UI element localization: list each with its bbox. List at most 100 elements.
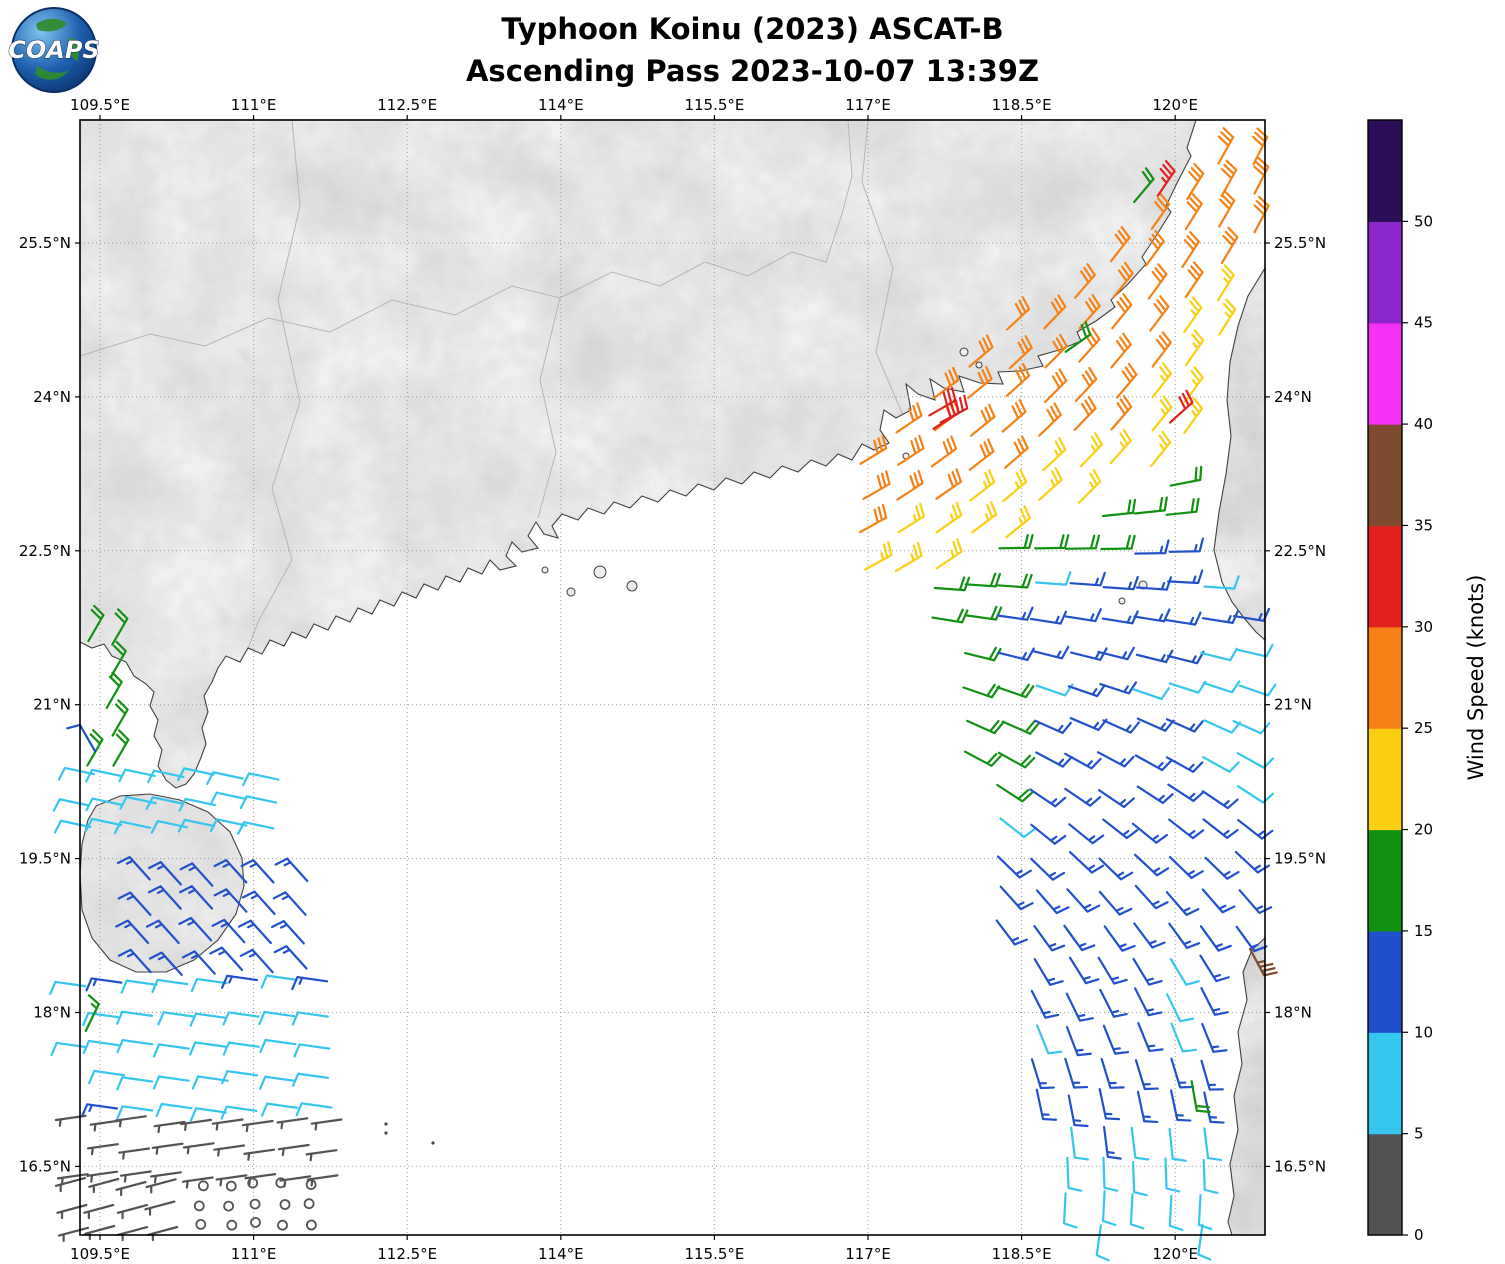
wind-barb [211,918,246,944]
wind-barb [277,1143,310,1157]
wind-barb [1112,261,1134,298]
wind-barb [999,885,1034,911]
wind-barb [1073,396,1097,431]
wind-barb [1203,1127,1223,1162]
wind-barb [1030,989,1060,1019]
wind-barb [189,1012,227,1027]
colorbar-tick-label: 40 [1414,415,1433,433]
wind-barb [1064,1057,1089,1089]
wind-barb [1186,162,1205,201]
wind-barb [1184,193,1203,231]
colorbar-segment [1368,829,1402,932]
wind-barb [152,1043,190,1058]
wind-barb [930,435,958,468]
wind-barb [151,978,189,994]
wind-barb [1235,643,1274,658]
wind-barb [928,386,957,417]
lat-tick-label-right: 19.5°N [1274,850,1326,868]
wind-barb [1131,1161,1148,1197]
wind-barb [213,1144,246,1157]
wind-barb [1103,925,1136,952]
wind-barb [1133,167,1155,204]
coaps-logo: COAPS [8,7,100,93]
landmass-layer [79,119,1266,1236]
wind-barb [1132,687,1170,701]
wind-barb [112,729,130,767]
wind-barb [54,1114,87,1127]
wind-barb [1184,261,1204,299]
wind-barb [1068,850,1105,874]
wind-barb [931,608,969,624]
wind-barb [1003,435,1029,469]
wind-barb [240,859,275,884]
wind-barb [1102,575,1139,591]
wind-barb [1151,331,1172,368]
wind-barb [1068,956,1100,985]
wind-barb [1097,789,1135,809]
colorbar-segment [1368,424,1402,527]
colorbar-tick-label: 15 [1414,922,1433,940]
wind-barb [1109,428,1132,465]
wind-barb [969,403,996,437]
island [566,587,576,597]
wind-barb [999,817,1036,839]
wind-barb [116,856,151,881]
colorbar: 0 5 10 15 20 25 30 35 40 45 50 Wind Speed (knots) [1367,119,1488,1244]
wind-barb [303,1198,315,1210]
wind-barb [1100,1057,1125,1089]
colorbar-segment [1368,930,1402,1033]
wind-barb [1043,294,1067,330]
wind-barb [1102,1156,1119,1192]
colorbar-segment [1368,322,1402,425]
wind-barb [239,795,278,810]
wind-barb [1110,332,1132,369]
lat-tick-label-left: 18°N [33,1004,71,1022]
wind-barb [209,946,244,972]
wind-barb [147,769,185,784]
wind-barb [1252,127,1269,166]
wind-barb [963,750,1002,767]
wind-barb [241,1119,274,1133]
wind-barb [1184,329,1205,367]
wind-barb [1235,925,1268,953]
wind-barb [85,797,123,812]
globe-land-south [35,66,69,80]
wind-barb [1135,576,1173,591]
wind-barb [1074,366,1098,403]
island [593,565,607,579]
lat-tick-label-left: 21°N [33,696,71,714]
wind-barb [1064,321,1092,353]
colorbar-segment [1368,525,1402,628]
wind-barb [1253,156,1270,195]
wind-barb [1079,432,1104,468]
wind-barb [239,948,274,974]
wind-barb [1005,505,1031,539]
wind-barb [1110,394,1133,431]
wind-barb [86,729,104,767]
wind-barb [1165,891,1200,916]
wind-barb [222,1041,260,1056]
wind-barb [897,434,925,466]
globe-land-east [67,37,79,61]
wind-barb [113,820,152,835]
wind-barb [894,541,923,573]
wind-barb [1236,752,1275,769]
wind-barb [1065,1025,1092,1057]
wind-barb [1067,1094,1089,1128]
wind-barb [1063,924,1096,952]
wind-barb [995,919,1028,946]
wind-barb [1199,925,1232,952]
wind-barb [53,819,92,834]
wind-barb [220,1105,258,1120]
gridlines [80,120,1265,1235]
wind-barb [147,885,182,910]
wind-barb [1168,1194,1184,1231]
wind-barb [970,501,998,534]
wind-barb [1030,857,1066,881]
wind-barb [1133,608,1171,623]
wind-barb [206,771,244,785]
wind-barb [1201,609,1240,624]
axis-ticks-layer: 109.5°E 109.5°E 111°E 111°E 112.5°E 112.5°E 11… [19,96,1326,1263]
wind-barb [1102,818,1139,840]
wind-barb [190,977,228,993]
